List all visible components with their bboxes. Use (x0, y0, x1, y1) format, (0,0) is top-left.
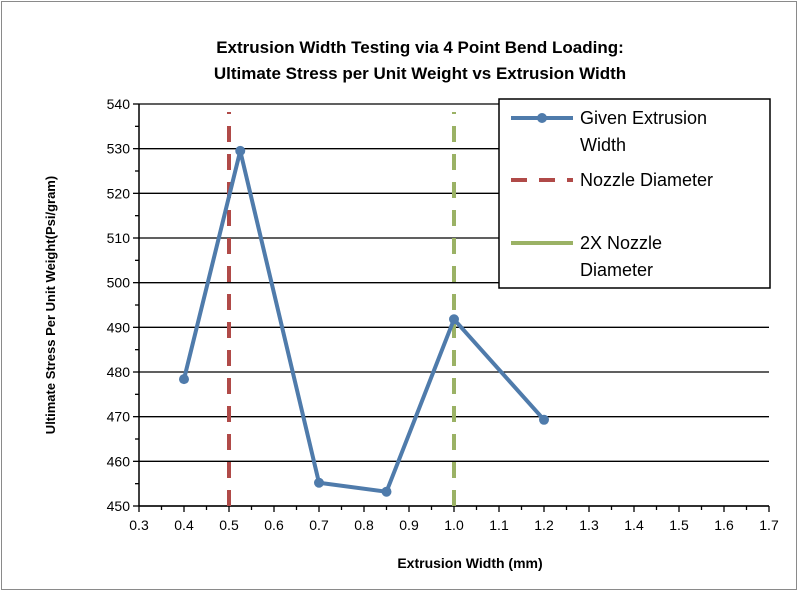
x-tick-label: 1.7 (759, 517, 779, 533)
y-tick-label: 480 (107, 364, 131, 380)
legend-marker-given (537, 113, 547, 123)
legend-label-given-1: Given Extrusion (580, 108, 707, 128)
legend: Given Extrusion Width Nozzle Diameter 2X… (498, 98, 771, 289)
data-point (449, 314, 459, 325)
y-tick-label: 460 (107, 453, 131, 469)
x-axis-label: Extrusion Width (mm) (397, 555, 542, 571)
x-tick-label: 1.2 (534, 517, 554, 533)
x-tick-label: 0.6 (264, 517, 284, 533)
series-given-extrusion-width-line (182, 148, 546, 494)
legend-label-given-2: Width (580, 135, 626, 155)
y-tick-label: 450 (107, 498, 131, 514)
y-tick-label: 490 (107, 319, 131, 335)
y-tick-label: 500 (107, 275, 131, 291)
legend-label-nozzle: Nozzle Diameter (580, 170, 713, 190)
data-point (539, 414, 549, 425)
x-tick-label: 1.0 (444, 517, 464, 533)
x-tick-label: 0.8 (354, 517, 374, 533)
x-tick-label: 0.3 (129, 517, 149, 533)
y-tick-label: 520 (107, 185, 131, 201)
chart-title-line-2: Ultimate Stress per Unit Weight vs Extru… (214, 64, 626, 83)
y-tick-label: 540 (107, 96, 131, 112)
y-tick-label: 510 (107, 230, 131, 246)
data-point (381, 486, 392, 497)
x-tick-label: 0.4 (174, 517, 194, 533)
legend-label-2x-nozzle-2: Diameter (580, 260, 653, 280)
data-point (314, 477, 324, 488)
x-tick-label: 1.3 (579, 517, 599, 533)
x-tick-label: 0.7 (309, 517, 329, 533)
x-tick-label: 1.6 (714, 517, 734, 533)
y-tick-label: 530 (107, 141, 131, 157)
x-tick-label: 1.1 (489, 517, 509, 533)
data-point (179, 374, 189, 385)
data-point (235, 145, 246, 156)
chart-title-line-1: Extrusion Width Testing via 4 Point Bend… (216, 38, 624, 57)
legend-label-2x-nozzle-1: 2X Nozzle (580, 233, 662, 253)
x-tick-label: 1.5 (669, 517, 689, 533)
y-axis-label: Ultimate Stress Per Unit Weight(Psi/gram… (43, 176, 58, 434)
legend-box (498, 98, 771, 289)
x-tick-label: 1.4 (624, 517, 644, 533)
y-tick-label: 470 (107, 409, 131, 425)
x-tick-label: 0.9 (399, 517, 419, 533)
x-tick-label: 0.5 (219, 517, 239, 533)
